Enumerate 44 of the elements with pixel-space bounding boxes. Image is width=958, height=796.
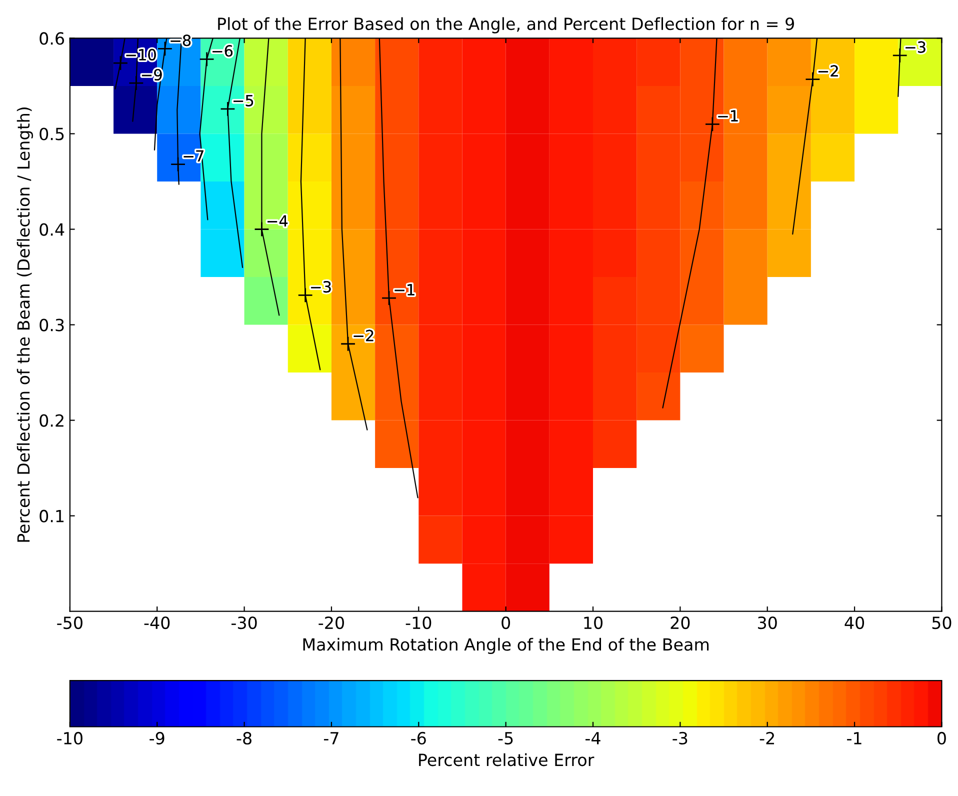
x-tick-label: 10 bbox=[584, 616, 602, 630]
y-tick-label: 0.2 bbox=[40, 414, 64, 427]
annotation: −4 bbox=[268, 215, 288, 226]
annotation: −3 bbox=[311, 281, 331, 293]
color-bar-label: -2 bbox=[760, 732, 774, 744]
x-tick-label: 40 bbox=[844, 616, 864, 630]
y-tick-label: 0.5 bbox=[40, 128, 64, 140]
point bbox=[199, 52, 214, 67]
x-tick-label: -10 bbox=[406, 616, 432, 630]
point bbox=[128, 75, 144, 91]
color-bar-label: 0 bbox=[938, 732, 946, 745]
color-bar-label: -3 bbox=[672, 732, 688, 745]
x-tick-label: 50 bbox=[932, 616, 952, 630]
color-bar-label: -5 bbox=[498, 732, 513, 745]
color-bar-label: -10 bbox=[57, 732, 82, 745]
color-bar-label: -6 bbox=[411, 732, 426, 745]
x-tick-label: -30 bbox=[231, 616, 257, 630]
annotation: −6 bbox=[212, 45, 233, 57]
annotation: −2 bbox=[354, 330, 374, 342]
x-axis-title: Maximum Rotation Angle of the End of the Beam bbox=[303, 638, 709, 654]
annotation: −2 bbox=[818, 65, 838, 77]
y-axis-title: Percent Deflection of the Beam (Deflection / Length) bbox=[16, 108, 34, 542]
color-bar-label: -4 bbox=[586, 732, 600, 744]
x-tick-label: -50 bbox=[57, 616, 82, 630]
y-tick-label: 0.1 bbox=[40, 510, 64, 522]
color-bar-label: -9 bbox=[150, 732, 164, 745]
x-tick-label: 30 bbox=[758, 616, 777, 630]
x-tick-label: 0 bbox=[502, 616, 510, 630]
x-tick-label: 20 bbox=[670, 616, 690, 630]
annotation: −1 bbox=[718, 110, 738, 122]
point bbox=[254, 222, 270, 237]
x-tick-label: -20 bbox=[318, 616, 344, 630]
y-tick-label: 0.4 bbox=[40, 223, 64, 236]
chart-title: Plot of the Error Based on the Angle, and Percent Deflection for n = 9 bbox=[218, 17, 794, 34]
color-bar-label: -1 bbox=[847, 732, 862, 744]
point bbox=[805, 72, 820, 87]
color-bar-label: -8 bbox=[236, 732, 252, 745]
x-tick-label: -40 bbox=[144, 616, 170, 630]
color-bar-title: Percent relative Error bbox=[419, 753, 594, 766]
y-tick-label: 0.3 bbox=[40, 318, 64, 332]
y-tick-label: 0.6 bbox=[40, 32, 64, 45]
annotation: −3 bbox=[906, 41, 926, 53]
color-bar-label: -7 bbox=[324, 732, 338, 744]
annotation: −1 bbox=[394, 284, 414, 296]
